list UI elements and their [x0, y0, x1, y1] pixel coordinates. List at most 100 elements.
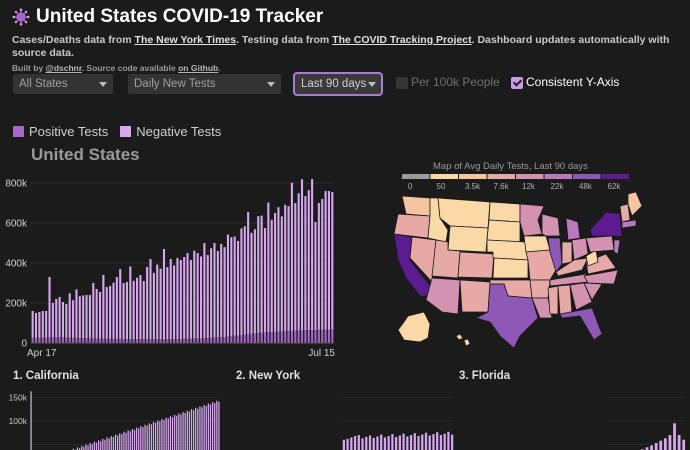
- bar-negative: [116, 435, 119, 450]
- bar-positive: [206, 338, 209, 343]
- map-state-south-dakota[interactable]: [486, 219, 521, 243]
- bar-positive: [186, 338, 189, 343]
- map-legend-label: 3.5k: [465, 182, 481, 191]
- bar-positive: [280, 331, 283, 343]
- map-state-kentucky[interactable]: [555, 257, 589, 277]
- map-state-north-carolina[interactable]: [583, 269, 619, 285]
- nyt-link[interactable]: The New York Times: [134, 34, 237, 46]
- map-state-alabama[interactable]: [557, 284, 573, 315]
- map-state-new-mexico[interactable]: [459, 279, 491, 313]
- map-state-alaska[interactable]: [397, 311, 431, 343]
- bar-positive: [324, 329, 327, 343]
- map-state-montana[interactable]: [437, 197, 491, 229]
- bar-negative: [154, 422, 157, 450]
- map-state-colorado[interactable]: [457, 251, 495, 279]
- bar-negative: [307, 190, 310, 331]
- map-state-illinois[interactable]: [547, 237, 563, 273]
- bar-negative: [210, 248, 213, 338]
- consistent-y-axis-label[interactable]: Consistent Y-Axis: [526, 75, 620, 89]
- map-legend-swatch: [487, 174, 515, 179]
- map-state-washington[interactable]: [401, 195, 431, 217]
- map-state-iowa[interactable]: [523, 235, 551, 253]
- credit-text: Built by: [12, 63, 46, 73]
- map-state-vermont-nh[interactable]: [619, 203, 631, 223]
- florida-chart-title: 3. Florida: [459, 370, 511, 382]
- per-100k-checkbox[interactable]: [396, 77, 408, 89]
- bar-negative: [100, 441, 102, 450]
- bar-negative: [372, 437, 375, 450]
- map-state-mississippi[interactable]: [547, 285, 559, 315]
- bar-negative: [189, 260, 192, 339]
- map-state-hawaii[interactable]: [455, 333, 471, 347]
- bar-negative: [257, 216, 260, 333]
- bar-negative: [138, 428, 140, 450]
- map-state-louisiana[interactable]: [531, 297, 553, 319]
- bar-negative: [149, 259, 152, 340]
- map-state-texas[interactable]: [474, 283, 539, 349]
- map-state-wyoming[interactable]: [447, 225, 489, 253]
- bar-negative: [247, 212, 250, 335]
- bar-negative: [663, 438, 667, 450]
- florida-bar-chart[interactable]: [458, 388, 690, 450]
- bar-negative: [95, 289, 98, 339]
- map-state-maine[interactable]: [627, 191, 643, 217]
- bar-positive: [233, 335, 236, 343]
- github-link[interactable]: on Github: [178, 63, 219, 73]
- bar-negative: [209, 404, 212, 450]
- map-state-ohio[interactable]: [571, 237, 589, 261]
- bar-positive: [152, 339, 155, 343]
- map-state-new-jersey[interactable]: [613, 239, 621, 255]
- bar-negative: [152, 421, 155, 450]
- bar-negative: [314, 222, 317, 330]
- map-state-new-york[interactable]: [589, 211, 623, 237]
- us-map[interactable]: [380, 190, 645, 355]
- map-state-georgia[interactable]: [569, 282, 593, 311]
- covid-tracking-link[interactable]: The COVID Tracking Project: [332, 34, 472, 46]
- legend-label-negative: Negative Tests: [136, 124, 222, 139]
- map-legend-label: 48k: [579, 182, 593, 191]
- bar-negative: [78, 296, 81, 338]
- main-bar-chart[interactable]: 0 200k 400k 600k 800k Apr 17 Jul 15: [0, 170, 340, 360]
- virus-icon: [12, 8, 30, 26]
- new-york-bar-chart[interactable]: [232, 388, 457, 450]
- bar-negative: [78, 448, 81, 450]
- map-state-pennsylvania[interactable]: [585, 235, 615, 253]
- bar-negative: [75, 289, 78, 338]
- bar-positive: [199, 338, 203, 343]
- period-select[interactable]: Last 90 days: [293, 72, 383, 96]
- map-state-oregon[interactable]: [393, 213, 431, 239]
- bar-positive: [162, 339, 166, 343]
- consistent-y-axis-checkbox[interactable]: [511, 77, 523, 89]
- bar-negative: [180, 414, 182, 450]
- bar-negative: [121, 434, 123, 450]
- map-state-nebraska[interactable]: [486, 239, 529, 261]
- map-state-utah[interactable]: [431, 239, 461, 279]
- bar-negative: [85, 444, 87, 450]
- map-state-massachusetts[interactable]: [621, 219, 637, 229]
- per-100k-label[interactable]: Per 100k People: [411, 75, 500, 89]
- bar-negative: [300, 179, 304, 331]
- map-state-kansas[interactable]: [492, 257, 529, 279]
- bar-negative: [102, 438, 104, 450]
- map-legend-swatch: [516, 174, 544, 179]
- map-state-wisconsin[interactable]: [541, 213, 561, 237]
- bar-negative: [406, 436, 409, 450]
- bar-positive: [183, 338, 186, 343]
- subtitle: Cases/Deaths data from The New York Time…: [12, 34, 682, 60]
- map-state-indiana[interactable]: [561, 241, 573, 265]
- bar-negative: [161, 419, 163, 450]
- metric-select[interactable]: Daily New Tests: [128, 74, 281, 94]
- map-state-north-dakota[interactable]: [488, 201, 521, 223]
- bar-negative: [173, 265, 176, 339]
- map-state-arizona[interactable]: [425, 277, 461, 315]
- author-link[interactable]: @dschnr: [45, 63, 82, 73]
- region-select[interactable]: All States: [13, 74, 113, 94]
- bar-negative: [132, 280, 135, 339]
- map-state-arkansas[interactable]: [529, 279, 551, 299]
- map-state-michigan[interactable]: [565, 217, 581, 241]
- map-state-florida[interactable]: [559, 307, 603, 341]
- map-state-minnesota[interactable]: [519, 203, 545, 237]
- california-bar-chart[interactable]: 100k 150k: [0, 388, 230, 450]
- bar-negative: [72, 300, 75, 338]
- bar-negative: [176, 415, 178, 450]
